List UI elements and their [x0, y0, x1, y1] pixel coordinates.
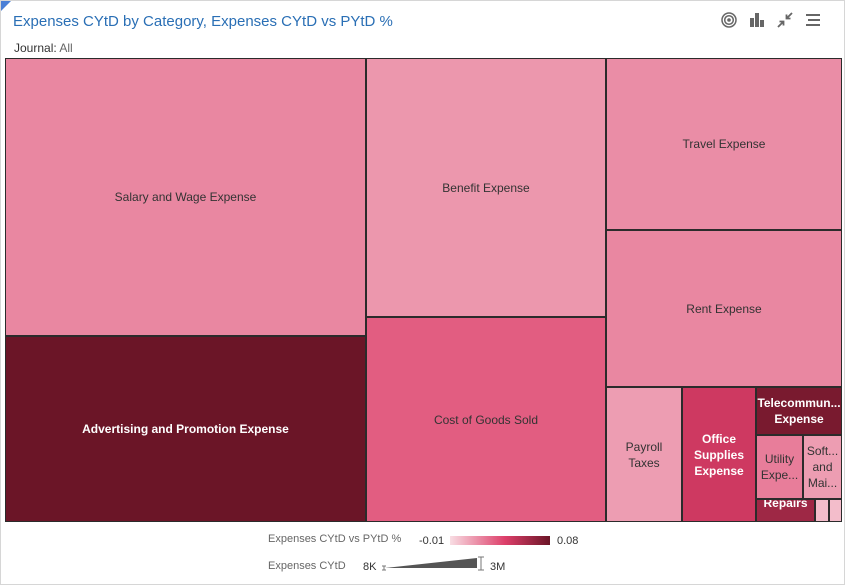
color-legend-min: -0.01 — [419, 535, 445, 547]
treemap-tile[interactable]: Office Supplies Expense — [682, 387, 756, 522]
size-legend-label: Expenses CYtD — [268, 560, 346, 572]
treemap-tile-label: Benefit Expense — [442, 180, 530, 195]
treemap-tile[interactable] — [815, 499, 829, 522]
size-legend-max: 3M — [490, 561, 506, 573]
treemap-tile[interactable]: Telecommun... Expense — [756, 387, 842, 435]
treemap-tile[interactable]: Travel Expense — [606, 58, 842, 230]
target-icon[interactable] — [720, 11, 738, 29]
treemap-tile-label: Advertising and Promotion Expense — [82, 422, 289, 436]
journal-filter[interactable]: Journal: All — [14, 41, 73, 55]
treemap-tile[interactable]: Repairs ... — [756, 499, 815, 522]
treemap-tile-label: Soft... and Mai... — [806, 444, 839, 490]
treemap-tile-label: Utility Expe... — [760, 452, 799, 482]
treemap-tile-label: Repairs ... — [763, 499, 808, 522]
size-legend-wedge — [382, 556, 484, 571]
treemap-tile[interactable]: Utility Expe... — [756, 435, 803, 499]
treemap-tile[interactable]: Payroll Taxes — [606, 387, 682, 522]
chart-title: Expenses CYtD by Category, Expenses CYtD… — [13, 13, 393, 30]
treemap-tile[interactable]: Cost of Goods Sold — [366, 317, 606, 522]
bar-chart-icon[interactable] — [748, 11, 766, 29]
chart-legend: Expenses CYtD vs PYtD % -0.01 0.08 Expen… — [1, 529, 845, 579]
treemap-tile-label: Telecommun... Expense — [757, 396, 841, 426]
treemap-tile[interactable]: Salary and Wage Expense — [5, 58, 366, 336]
treemap-tile[interactable]: Benefit Expense — [366, 58, 606, 317]
collapse-icon[interactable] — [776, 11, 794, 29]
treemap-tile[interactable]: Soft... and Mai... — [803, 435, 842, 499]
color-legend-label: Expenses CYtD vs PYtD % — [268, 533, 402, 545]
treemap: Salary and Wage Expense Advertising and P… — [5, 58, 842, 522]
treemap-tile-label: Salary and Wage Expense — [114, 190, 257, 204]
color-legend-max: 0.08 — [557, 535, 579, 547]
chart-toolbar — [720, 11, 822, 29]
treemap-tile[interactable]: Advertising and Promotion Expense — [5, 336, 366, 522]
treemap-tile[interactable] — [829, 499, 842, 522]
filter-label: Journal: — [14, 41, 57, 55]
color-gradient-bar — [450, 536, 550, 545]
filter-value: All — [59, 41, 73, 55]
treemap-tile-label: Rent Expense — [686, 301, 762, 316]
panel-corner-marker — [1, 1, 11, 11]
treemap-tile-label: Payroll Taxes — [625, 439, 663, 470]
menu-icon[interactable] — [804, 11, 822, 29]
size-legend-min: 8K — [363, 561, 377, 573]
treemap-tile-label: Travel Expense — [682, 137, 766, 151]
treemap-tile-label: Cost of Goods Sold — [433, 412, 539, 427]
treemap-tile[interactable]: Rent Expense — [606, 230, 842, 387]
treemap-tile-label: Office Supplies Expense — [693, 431, 744, 478]
